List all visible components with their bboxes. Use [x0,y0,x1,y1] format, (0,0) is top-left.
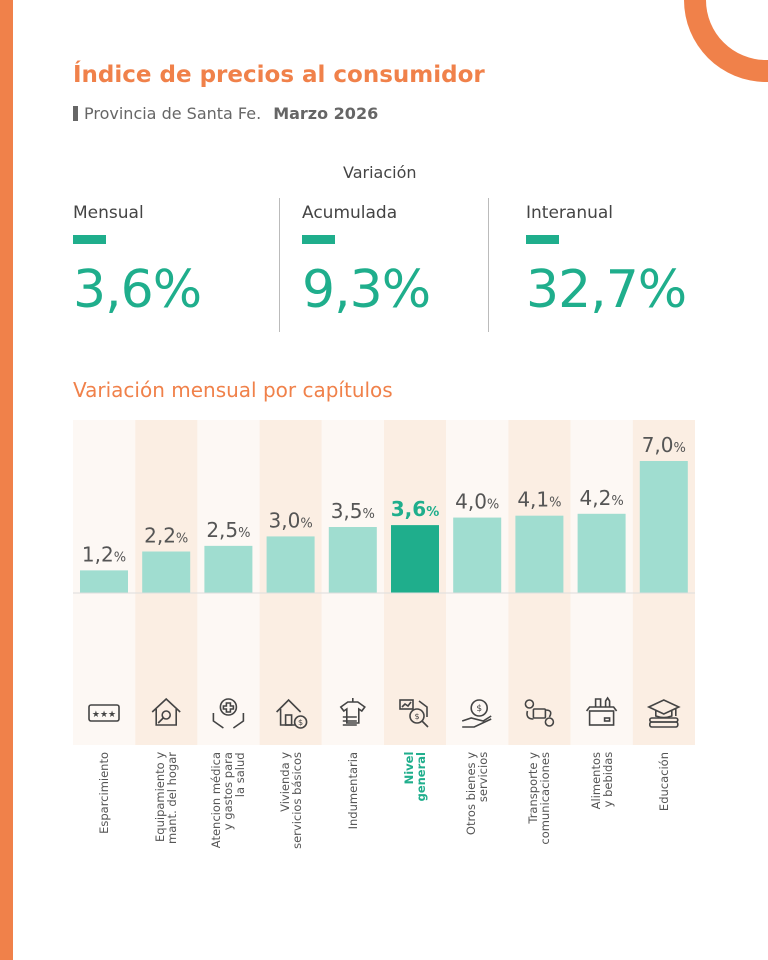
kpi-value: 9,3% [302,260,431,320]
category-label-text: Otros bienes y servicios [464,752,491,836]
category-label: Nivel general [384,752,446,862]
hand-dollar-icon: $ [461,699,492,728]
category-label: Esparcimiento [73,752,135,862]
data-label: 7,0% [642,433,686,457]
left-accent-stripe [0,0,13,960]
category-label: Atencion médica y gastos para la salud [197,752,259,862]
bar [80,570,128,593]
clothes-icon [339,698,366,726]
category-label-text: Vivienda y servicios básicos [277,752,304,849]
bar [453,517,502,593]
bar [577,513,626,593]
bar [515,515,564,593]
chart-title: Variación mensual por capítulos [73,378,393,402]
category-label: Otros bienes y servicios [446,752,508,862]
route-bus-icon [524,699,555,727]
page-title: Índice de precios al consumidor [73,62,485,88]
category-label-text: Educación [656,752,671,812]
house-wrench-icon [151,697,181,726]
data-label: 2,2% [144,524,188,548]
house-dollar-icon: $ [276,698,308,729]
category-label-text: Indumentaria [345,752,360,830]
hands-medical-cross-icon [212,698,245,729]
category-label-text: Alimentos y bebidas [588,752,615,810]
kpi-label: Mensual [73,203,144,223]
kpi-value: 32,7% [526,260,687,320]
bar [391,525,439,593]
category-label-text: Transporte y comunicaciones [526,752,553,845]
chart-magnifier-dollar-icon: $ [399,699,429,728]
category-label: Transporte y comunicaciones [508,752,570,862]
category-label: Alimentos y bebidas [571,752,633,862]
bar [204,545,253,593]
ticket-icon: ★★★ [88,704,120,722]
kpi-mensual: Mensual 3,6% [73,203,202,320]
data-label: 4,1% [517,488,561,512]
grocery-box-icon [585,696,618,726]
category-label-text: Nivel general [401,752,428,802]
kpi-interanual: Interanual 32,7% [526,203,687,320]
divider [279,198,280,332]
data-label: 4,2% [580,486,624,510]
data-label: 3,0% [269,508,313,532]
svg-text:$: $ [298,718,303,727]
period: Marzo 2026 [273,104,379,123]
data-label: 3,5% [331,499,375,523]
subtitle-marker [73,106,78,121]
svg-text:$: $ [414,712,419,721]
province: Provincia de Santa Fe. [84,104,262,123]
kpi-dash [73,235,106,244]
category-label-text: Equipamiento y mant. del hogar [153,752,180,844]
category-label-text: Esparcimiento [96,752,111,834]
divider [488,198,489,332]
subtitle: Provincia de Santa Fe. Marzo 2026 [73,104,378,123]
data-label: 3,6% [391,497,439,521]
data-label: 4,0% [455,490,499,514]
category-label: Educación [633,752,695,862]
bar [142,551,191,593]
data-label: 1,2% [82,542,126,566]
bar [639,461,688,593]
kpi-dash [526,235,559,244]
category-label: Vivienda y servicios básicos [260,752,322,862]
svg-text:★★★: ★★★ [92,710,116,720]
kpi-acumulada: Acumulada 9,3% [302,203,431,320]
kpi-label: Acumulada [302,203,398,223]
bar [328,527,377,593]
kpi-label: Interanual [526,203,614,223]
category-label: Equipamiento y mant. del hogar [135,752,197,862]
kpi-dash [302,235,335,244]
bar [266,536,315,593]
data-label: 2,5% [206,518,250,542]
variation-heading: Variación [343,163,417,182]
graduation-books-icon [646,699,681,728]
kpi-value: 3,6% [73,260,202,320]
category-label-text: Atencion médica y gastos para la salud [209,752,248,849]
category-label: Indumentaria [322,752,384,862]
svg-text:$: $ [476,704,482,714]
